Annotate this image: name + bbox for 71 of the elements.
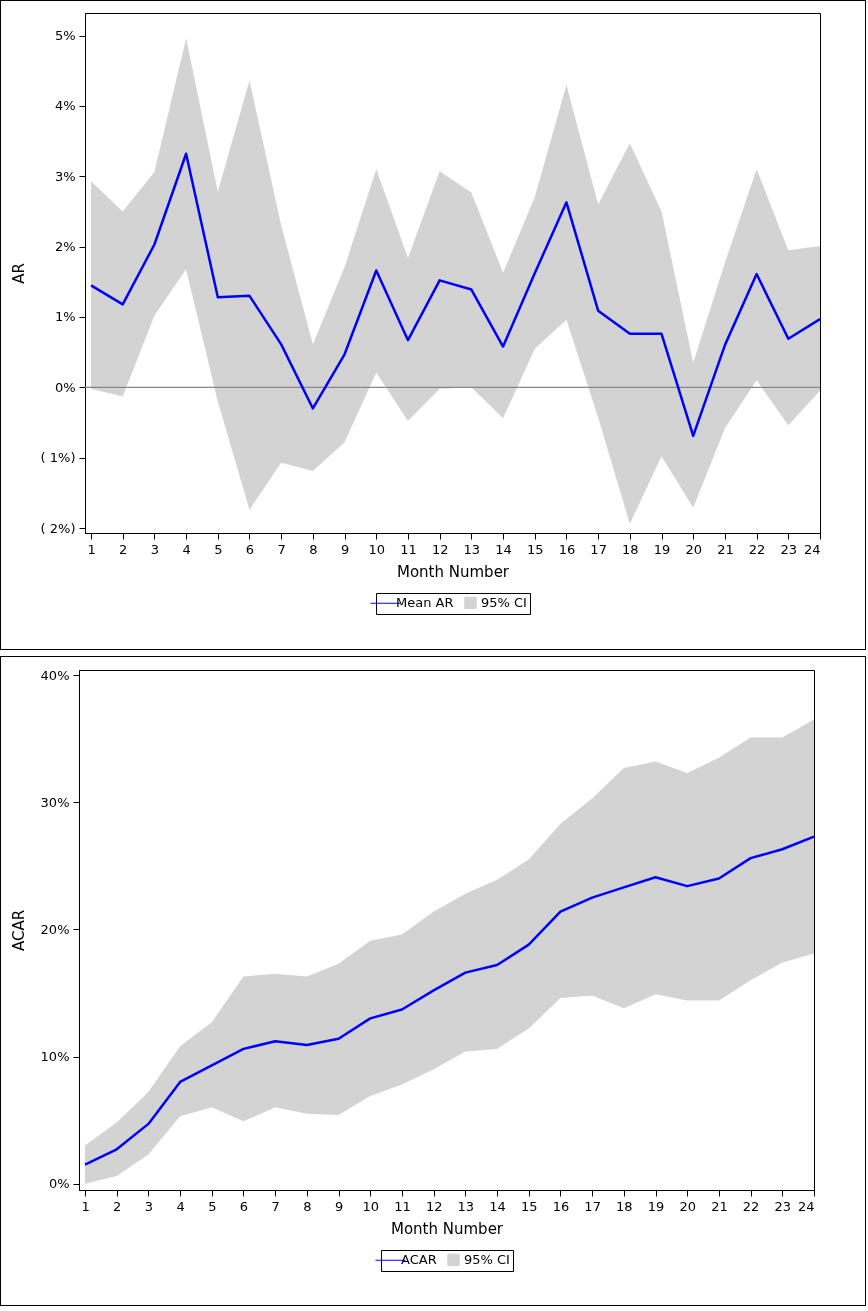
x-tick-label: 12	[431, 541, 449, 557]
x-tick-label: 19	[647, 1198, 665, 1214]
x-tick-label: 10	[362, 1198, 380, 1214]
x-tick-label: 4	[182, 541, 191, 557]
y-tick-label: 4%	[54, 98, 76, 114]
x-tick-label: 11	[400, 541, 417, 557]
x-tick-label: 8	[303, 1198, 312, 1214]
x-tick-label: 19	[653, 541, 671, 557]
y-tick-label: 30%	[40, 794, 70, 810]
x-tick-label: 16	[558, 541, 576, 557]
x-tick-label: 7	[271, 1198, 280, 1214]
y-tick-label: 2%	[54, 239, 76, 255]
x-tick-label: 14	[495, 541, 512, 557]
x-tick-label: 4	[176, 1198, 185, 1214]
y-tick-label: 5%	[54, 28, 76, 44]
legend-label: ACAR	[401, 1252, 437, 1268]
y-tick-label: 0%	[54, 379, 76, 395]
y-tick-label: ( 2%)	[40, 520, 76, 536]
text: 95% CI	[481, 594, 527, 610]
x-tick-label: 22	[748, 541, 766, 557]
x-tick-label: 1	[81, 1198, 90, 1214]
x-tick-label: 8	[309, 541, 318, 557]
x-tick-label: 5	[208, 1198, 217, 1214]
x-tick-label: 2	[119, 541, 128, 557]
x-tick-label: 2	[113, 1198, 122, 1214]
x-tick-label: 3	[150, 541, 160, 557]
y-axis-title: ACAR	[9, 909, 28, 952]
y-tick-label: 0%	[48, 1176, 70, 1192]
x-tick-label: 12	[425, 1198, 443, 1214]
y-tick-label: 20%	[40, 921, 70, 937]
y-axis-title: AR	[9, 263, 28, 284]
y-tick-label: 10%	[40, 1049, 70, 1064]
x-tick-label: 7	[277, 541, 286, 557]
x-tick-label: 24	[797, 1198, 815, 1214]
x-tick-label: 6	[239, 1198, 249, 1214]
x-tick-label: 13	[463, 541, 481, 557]
line-series	[89, 152, 822, 438]
x-tick-label: 17	[590, 541, 607, 557]
x-tick-label: 16	[552, 1198, 570, 1214]
y-tick-label: 1%	[54, 309, 76, 325]
x-tick-label: 18	[616, 1198, 633, 1214]
x-tick-label: 18	[622, 541, 639, 557]
x-tick-label: 15	[526, 541, 544, 557]
x-tick-label: 21	[717, 541, 734, 557]
x-axis-title: Month Number	[396, 562, 510, 581]
x-tick-label: 5	[214, 541, 223, 557]
x-tick-label: 24	[803, 541, 821, 557]
x-tick-label: 23	[774, 1198, 792, 1214]
x-tick-label: 23	[780, 541, 798, 557]
x-tick-label: 15	[520, 1198, 538, 1214]
x-tick-label: 17	[584, 1198, 601, 1214]
legend-label: Mean AR	[396, 595, 454, 611]
x-tick-label: 20	[685, 541, 702, 557]
x-tick-label: 20	[679, 1198, 696, 1214]
x-tick-label: 1	[87, 541, 96, 557]
x-tick-label: 9	[340, 541, 350, 557]
x-axis-title: Month Number	[390, 1219, 504, 1238]
x-tick-label: 6	[245, 541, 255, 557]
x-tick-label: 22	[742, 1198, 760, 1214]
x-tick-label: 9	[334, 1198, 344, 1214]
y-tick-label: 3%	[54, 168, 76, 184]
x-tick-label: 14	[489, 1198, 506, 1214]
y-tick-label: ( 1%)	[40, 450, 76, 466]
y-tick-label: 40%	[40, 667, 70, 683]
x-tick-label: 11	[394, 1198, 411, 1214]
line-series	[83, 835, 816, 1166]
x-tick-label: 10	[368, 541, 386, 557]
text: 95% CI	[464, 1251, 510, 1267]
x-tick-label: 13	[457, 1198, 475, 1214]
x-tick-label: 21	[711, 1198, 728, 1214]
x-tick-label: 3	[144, 1198, 154, 1214]
